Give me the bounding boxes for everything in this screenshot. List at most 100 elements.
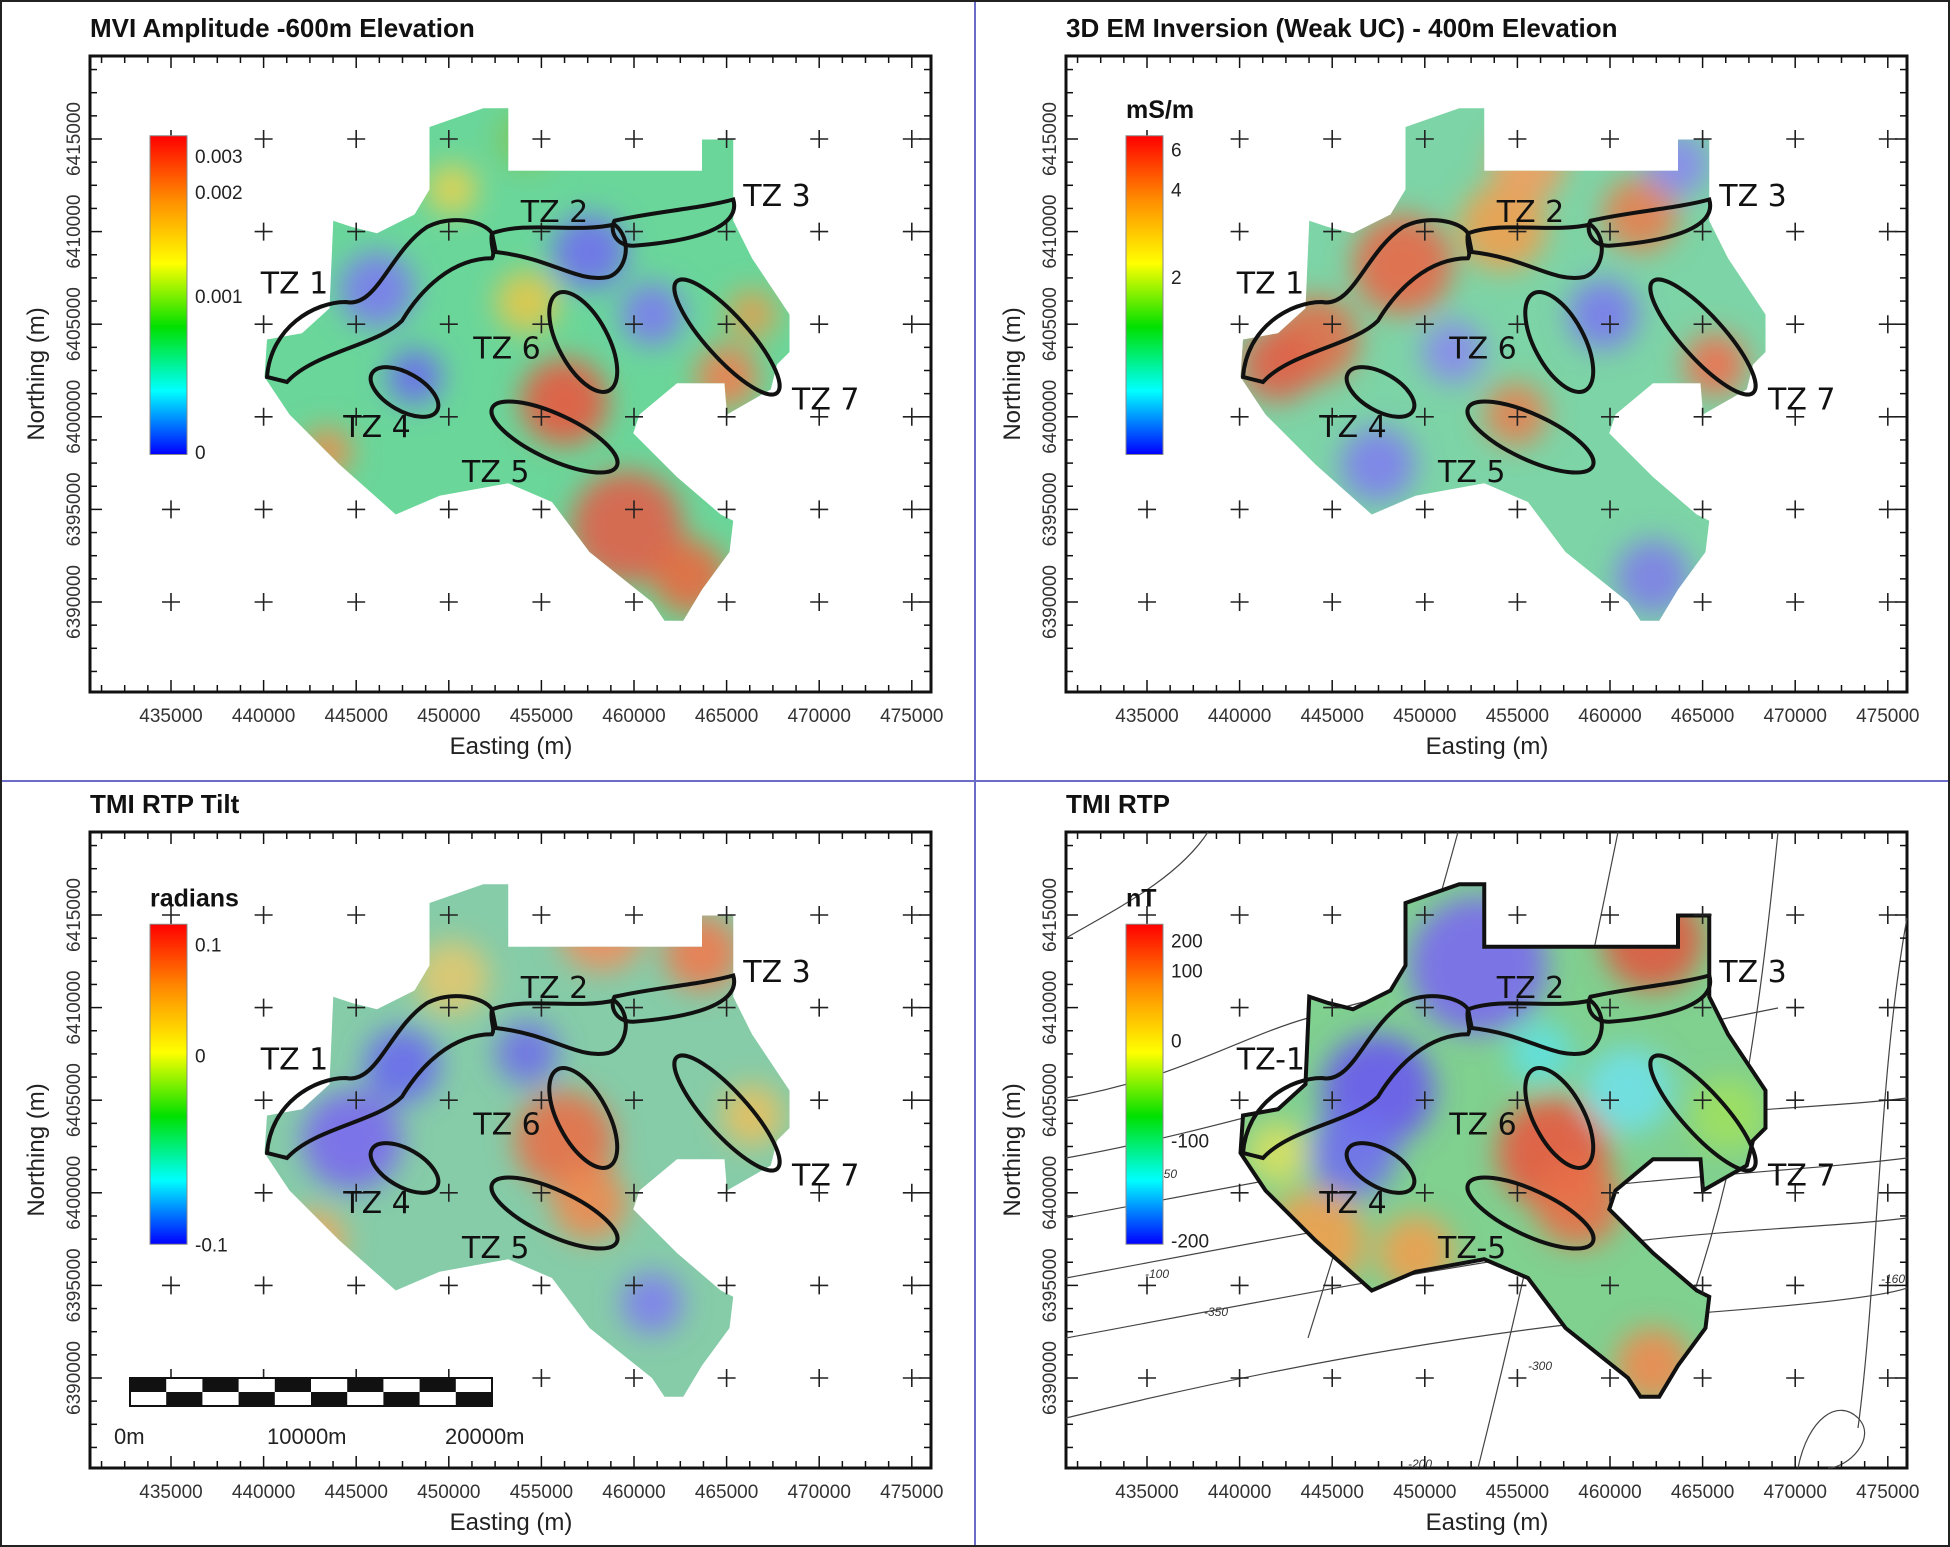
colorbar-tick-label: 0	[195, 443, 206, 464]
y-tick-label: 6405000	[64, 287, 85, 361]
target-zone-outlines	[264, 197, 782, 475]
x-tick-label: 465000	[695, 1482, 758, 1503]
x-tick-label: 445000	[324, 706, 387, 727]
colorbar-tick-label: -100	[1171, 1132, 1209, 1153]
target-zone-label: TZ 2	[1496, 971, 1565, 1006]
y-tick-label: 6400000	[1040, 380, 1061, 454]
x-tick-label: 445000	[324, 1482, 387, 1503]
panel-divider-horizontal	[2, 780, 1948, 782]
panel-title: TMI RTP Tilt	[90, 789, 240, 819]
map-svg: MVI Amplitude -600m Elevation TZ 1 TZ 2 TZ …	[23, 13, 944, 760]
y-tick-label: 6410000	[64, 195, 85, 269]
grid-crosses	[1138, 130, 1897, 611]
target-zone-label: TZ 5	[461, 1231, 530, 1266]
target-zone-label: TZ 6	[472, 1107, 541, 1142]
target-zone-7	[672, 277, 782, 397]
target-zone-label: TZ 7	[1767, 1159, 1836, 1194]
x-tick-label: 470000	[1763, 706, 1826, 727]
target-zone-label: TZ 1	[260, 266, 329, 301]
x-tick-label: 435000	[139, 706, 202, 727]
panel-title: 3D EM Inversion (Weak UC) - 400m Elevati…	[1066, 13, 1617, 43]
x-tick-label: 460000	[1578, 1482, 1641, 1503]
target-zone-2	[489, 998, 628, 1056]
x-tick-label: 435000	[1115, 1482, 1178, 1503]
target-zone-label: TZ 2	[520, 195, 589, 230]
target-zone-6	[547, 1066, 620, 1170]
target-zone-6	[547, 290, 620, 394]
x-axis-label: Easting (m)	[450, 733, 573, 760]
colorbar-tick-label: 200	[1171, 932, 1203, 953]
target-zone-label: TZ 6	[1448, 1107, 1517, 1142]
x-axis-label: Easting (m)	[1426, 1509, 1549, 1536]
colorbar-tick-label: 4	[1171, 181, 1182, 202]
target-zone-2	[1465, 222, 1604, 280]
target-zone-label: TZ-1	[1236, 1042, 1305, 1077]
colorbar-tick-label: 0.1	[195, 935, 221, 956]
target-zone-label: TZ 1	[260, 1042, 329, 1077]
target-zone-5	[1465, 1175, 1596, 1251]
frame-ticks	[90, 56, 931, 692]
y-tick-label: 6415000	[1040, 878, 1061, 952]
y-tick-label: 6390000	[64, 565, 85, 639]
colorbar	[149, 923, 188, 1245]
target-zone-label: TZ 2	[520, 971, 589, 1006]
target-zone-4	[368, 1141, 441, 1195]
x-tick-label: 465000	[1671, 706, 1734, 727]
x-tick-label: 475000	[880, 706, 943, 727]
contour-label: -300	[1528, 1359, 1552, 1373]
y-tick-label: 6415000	[64, 102, 85, 176]
x-axis-label: Easting (m)	[1426, 733, 1549, 760]
x-tick-label: 450000	[1393, 706, 1456, 727]
x-tick-label: 455000	[510, 706, 573, 727]
y-tick-label: 6395000	[64, 472, 85, 546]
scale-bar-label: 20000m	[445, 1424, 525, 1449]
y-tick-label: 6395000	[64, 1248, 85, 1322]
colorbar-unit: mS/m	[1126, 96, 1194, 124]
scale-bar-label: 10000m	[267, 1424, 347, 1449]
contour-label: -350	[1204, 1305, 1228, 1319]
y-tick-label: 6400000	[1040, 1156, 1061, 1230]
target-zone-label: TZ 6	[472, 331, 541, 366]
x-tick-label: 475000	[1856, 1482, 1919, 1503]
target-zone-label: TZ 6	[1448, 331, 1517, 366]
target-zone-label: TZ 2	[1496, 195, 1565, 230]
target-zone-outlines	[1240, 197, 1758, 475]
y-tick-label: 6395000	[1040, 472, 1061, 546]
x-tick-label: 475000	[1856, 706, 1919, 727]
y-tick-label: 6390000	[1040, 565, 1061, 639]
colorbar-tick-label: 100	[1171, 962, 1203, 983]
scale-bar	[129, 1377, 493, 1407]
x-tick-label: 435000	[139, 1482, 202, 1503]
x-tick-label: 455000	[1486, 706, 1549, 727]
target-zone-label: TZ 7	[1767, 383, 1836, 418]
x-tick-label: 465000	[1671, 1482, 1734, 1503]
colorbar	[1125, 923, 1164, 1245]
x-tick-label: 445000	[1300, 706, 1363, 727]
colorbar-tick-label: -0.1	[195, 1235, 228, 1256]
target-zone-label: TZ 7	[791, 383, 860, 418]
target-zone-2	[489, 222, 628, 280]
target-zone-label: TZ 3	[1718, 179, 1787, 214]
colorbar-tick-label: 6	[1171, 141, 1182, 162]
colorbar-unit: radians	[150, 884, 239, 912]
grid-crosses	[162, 130, 921, 611]
target-zone-6	[1523, 1066, 1596, 1170]
y-tick-label: 6405000	[1040, 287, 1061, 361]
target-zone-2	[1465, 998, 1604, 1056]
target-zone-3	[610, 197, 737, 248]
map-svg: 3D EM Inversion (Weak UC) - 400m Elevati…	[999, 13, 1920, 760]
colorbar-tick-label: 0.002	[195, 183, 243, 204]
x-tick-label: 450000	[417, 706, 480, 727]
x-axis-label: Easting (m)	[450, 1509, 573, 1536]
x-tick-label: 440000	[232, 706, 295, 727]
colorbar-tick-label: 0	[1171, 1032, 1182, 1053]
y-tick-label: 6390000	[64, 1341, 85, 1415]
y-tick-label: 6410000	[64, 971, 85, 1045]
target-zone-4	[368, 365, 441, 419]
colorbar	[149, 135, 188, 455]
target-zone-7	[1648, 1053, 1758, 1173]
x-tick-label: 460000	[602, 1482, 665, 1503]
